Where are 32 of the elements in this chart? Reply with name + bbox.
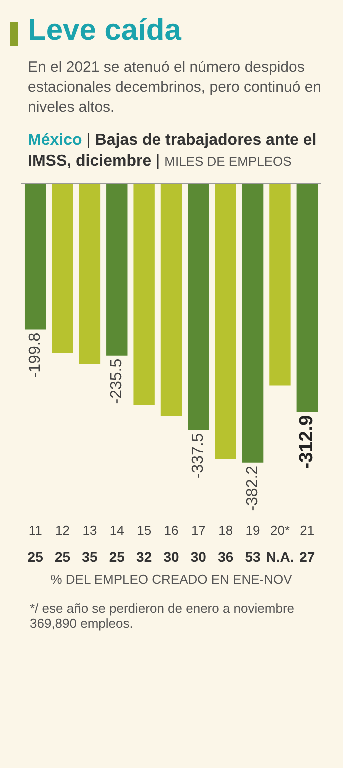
- data-label: -312.9: [296, 415, 318, 470]
- text: 25: [54, 548, 71, 565]
- x-tick-label: 15: [137, 522, 152, 538]
- x-tick-label: 12: [56, 522, 70, 538]
- x-tick-label: 13: [82, 522, 98, 538]
- text: 30: [164, 548, 180, 565]
- text: 36: [218, 548, 234, 565]
- x-tick-label: 16: [164, 522, 179, 538]
- text: N.A.: [266, 548, 294, 565]
- text: 25: [28, 548, 44, 565]
- text: 25: [109, 548, 126, 565]
- data-label: -337.5: [190, 433, 208, 479]
- data-label: -382.2: [244, 466, 262, 512]
- text: 27: [300, 548, 316, 565]
- text: */ ese año se perdieron de enero a noviembre 369,890 empleos.: [30, 601, 296, 631]
- x-tick-label: 21: [300, 522, 315, 538]
- data-label: -199.8: [26, 332, 44, 378]
- text: 35: [82, 548, 98, 565]
- text: 32: [136, 548, 152, 565]
- x-tick-label: 19: [246, 522, 260, 538]
- x-tick-label: 14: [110, 522, 124, 538]
- data-label: -235.5: [108, 358, 126, 404]
- x-tick-label: 20*: [270, 522, 290, 538]
- chart-subtitle: En el 2021 se atenuó el número despidos estacionales decembrinos, pero continuó en niveles altos.: [28, 58, 323, 118]
- x-axis-title: % DEL EMPLEO CREADO EN ENE-NOV: [50, 572, 294, 587]
- text: 30: [190, 548, 207, 565]
- text: 53: [245, 548, 262, 565]
- x-tick-label: 17: [191, 522, 206, 538]
- y-axis-title: México | Bajas de trabajadores ante el IMSS, diciembre | MILES DE EMPLEOS: [28, 131, 318, 172]
- x-tick-label: 18: [218, 522, 234, 538]
- chart-title: Leve caída: [28, 14, 183, 48]
- x-tick-label: 11: [28, 522, 42, 538]
